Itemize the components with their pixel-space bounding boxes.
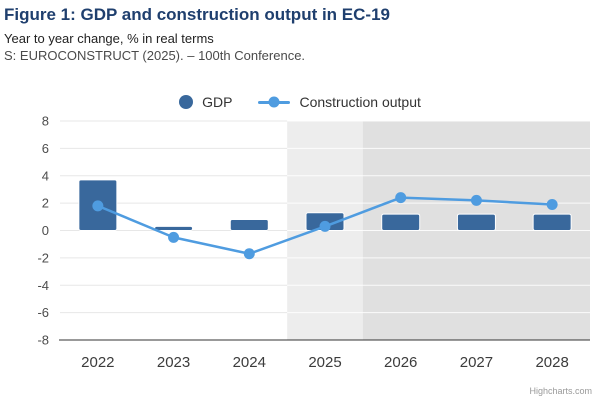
chart-legend: GDP Construction output [0, 90, 600, 114]
x-axis-label-2028: 2028 [535, 354, 568, 371]
y-axis-label: -8 [37, 333, 49, 348]
y-axis-label: -2 [37, 250, 49, 265]
gdp-bar-2023[interactable] [154, 225, 194, 232]
x-axis-label-2026: 2026 [384, 354, 417, 371]
gdp-bar-2026[interactable] [381, 213, 421, 231]
y-axis-label: 6 [42, 141, 49, 156]
x-axis-label-2025: 2025 [308, 354, 341, 371]
construction-point-2028[interactable] [546, 198, 558, 210]
construction-point-2027[interactable] [470, 194, 482, 206]
construction-point-2024[interactable] [243, 248, 255, 260]
construction-point-2025[interactable] [319, 220, 331, 232]
y-axis-label: 0 [42, 223, 49, 238]
highcharts-credit-link[interactable]: Highcharts.com [529, 386, 592, 396]
construction-point-2023[interactable] [168, 231, 180, 243]
y-axis-label: 2 [42, 196, 49, 211]
chart-source: S: EUROCONSTRUCT (2025). – 100th Confere… [4, 47, 306, 63]
legend-label-construction: Construction output [299, 94, 421, 110]
gdp-bar-2024[interactable] [229, 219, 269, 232]
y-axis-label: -4 [37, 278, 49, 293]
legend-item-gdp[interactable]: GDP [179, 94, 232, 110]
gdp-legend-marker-icon [179, 95, 194, 109]
y-axis-label: 8 [42, 115, 49, 129]
construction-point-2022[interactable] [92, 200, 104, 212]
gdp-bar-2028[interactable] [532, 213, 572, 231]
legend-label-gdp: GDP [202, 94, 233, 110]
x-axis-label-2023: 2023 [157, 354, 190, 371]
construction-legend-marker-icon [258, 96, 291, 108]
x-axis-label-2024: 2024 [233, 354, 266, 371]
x-axis-label-2022: 2022 [81, 354, 114, 371]
y-axis-label: -6 [37, 305, 49, 320]
y-axis-label: 4 [42, 168, 49, 183]
chart-subtitle: Year to year change, % in real terms [4, 30, 214, 46]
legend-item-construction[interactable]: Construction output [258, 94, 421, 110]
x-axis-label-2027: 2027 [460, 354, 493, 371]
gdp-bar-2027[interactable] [456, 213, 496, 231]
construction-point-2026[interactable] [395, 192, 407, 204]
chart-title: Figure 1: GDP and construction output in… [4, 5, 390, 24]
chart-plot-area: -8 -6 -4 -2 0 2 4 6 8 2022 2023 2024 2025 2026 2027 202… [37, 115, 590, 371]
chart-header: Figure 1: GDP and construction output in… [4, 4, 596, 65]
